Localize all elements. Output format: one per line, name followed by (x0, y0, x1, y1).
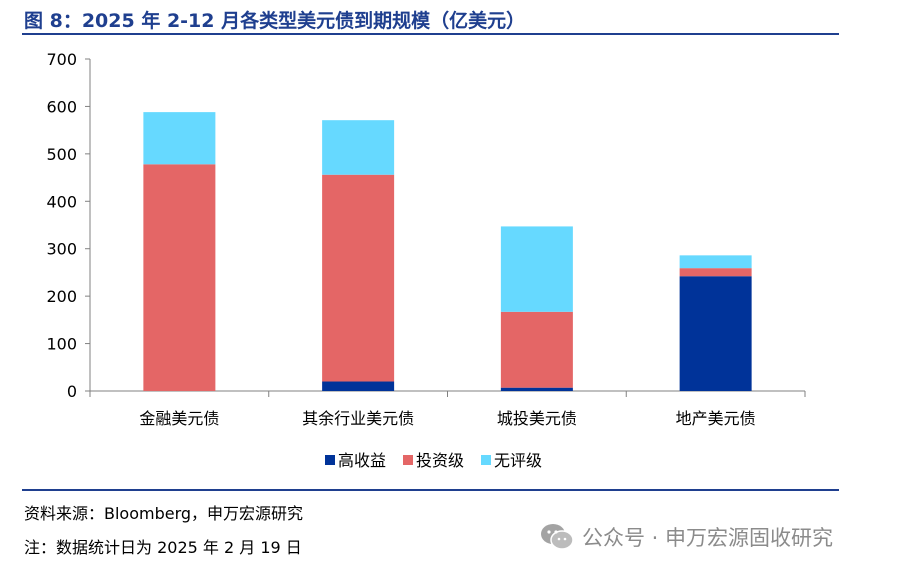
legend-label: 无评级 (494, 451, 542, 470)
wechat-icon (541, 524, 574, 550)
legend-swatch (481, 455, 491, 465)
bar-segment (322, 381, 395, 391)
legend-swatch (325, 455, 335, 465)
y-tick-label: 300 (46, 240, 77, 259)
bar-segment (500, 226, 573, 312)
y-tick-label: 0 (67, 382, 77, 401)
y-tick-label: 200 (46, 287, 77, 306)
y-tick-label: 700 (46, 50, 77, 69)
y-tick-label: 600 (46, 97, 77, 116)
y-tick-label: 400 (46, 192, 77, 211)
bar-segment (500, 387, 573, 391)
y-tick-label: 100 (46, 335, 77, 354)
stacked-bar-chart: 0 100 200 300 400 500 600 700 金融美元债 其余行业美元债 城投美元债… (46, 50, 806, 470)
chart-bars (143, 112, 752, 391)
wechat-watermark: 公众号 · 申万宏源固收研究 (540, 522, 833, 552)
category-label: 金融美元债 (139, 409, 219, 428)
legend-swatch (403, 455, 413, 465)
bar-segment (143, 112, 216, 165)
bar-segment (679, 255, 752, 269)
category-label: 地产美元债 (676, 409, 756, 428)
category-labels: 金融美元债 其余行业美元债 城投美元债 地产美元债 (139, 409, 755, 428)
watermark-text: 公众号 · 申万宏源固收研究 (582, 526, 834, 550)
bar-segment (679, 268, 752, 277)
legend-label: 投资级 (416, 451, 464, 470)
y-tick-label: 500 (46, 145, 77, 164)
title-divider (22, 33, 839, 35)
bar-segment (322, 174, 395, 382)
chart-title: 图 8：2025 年 2-12 月各类型美元债到期规模（亿美元） (24, 10, 526, 32)
footer-divider (22, 489, 839, 491)
bar-segment (143, 164, 216, 391)
source-note: 资料来源：Bloomberg，申万宏源研究 (24, 504, 304, 523)
chart-legend: 高收益 投资级 无评级 (325, 451, 542, 470)
category-label: 其余行业美元债 (302, 409, 414, 428)
date-note: 注：数据统计日为 2025 年 2 月 19 日 (24, 538, 302, 557)
bar-segment (679, 276, 752, 391)
bar-segment (500, 311, 573, 388)
legend-label: 高收益 (338, 451, 386, 470)
category-label: 城投美元债 (497, 409, 577, 428)
bar-segment (322, 120, 395, 175)
